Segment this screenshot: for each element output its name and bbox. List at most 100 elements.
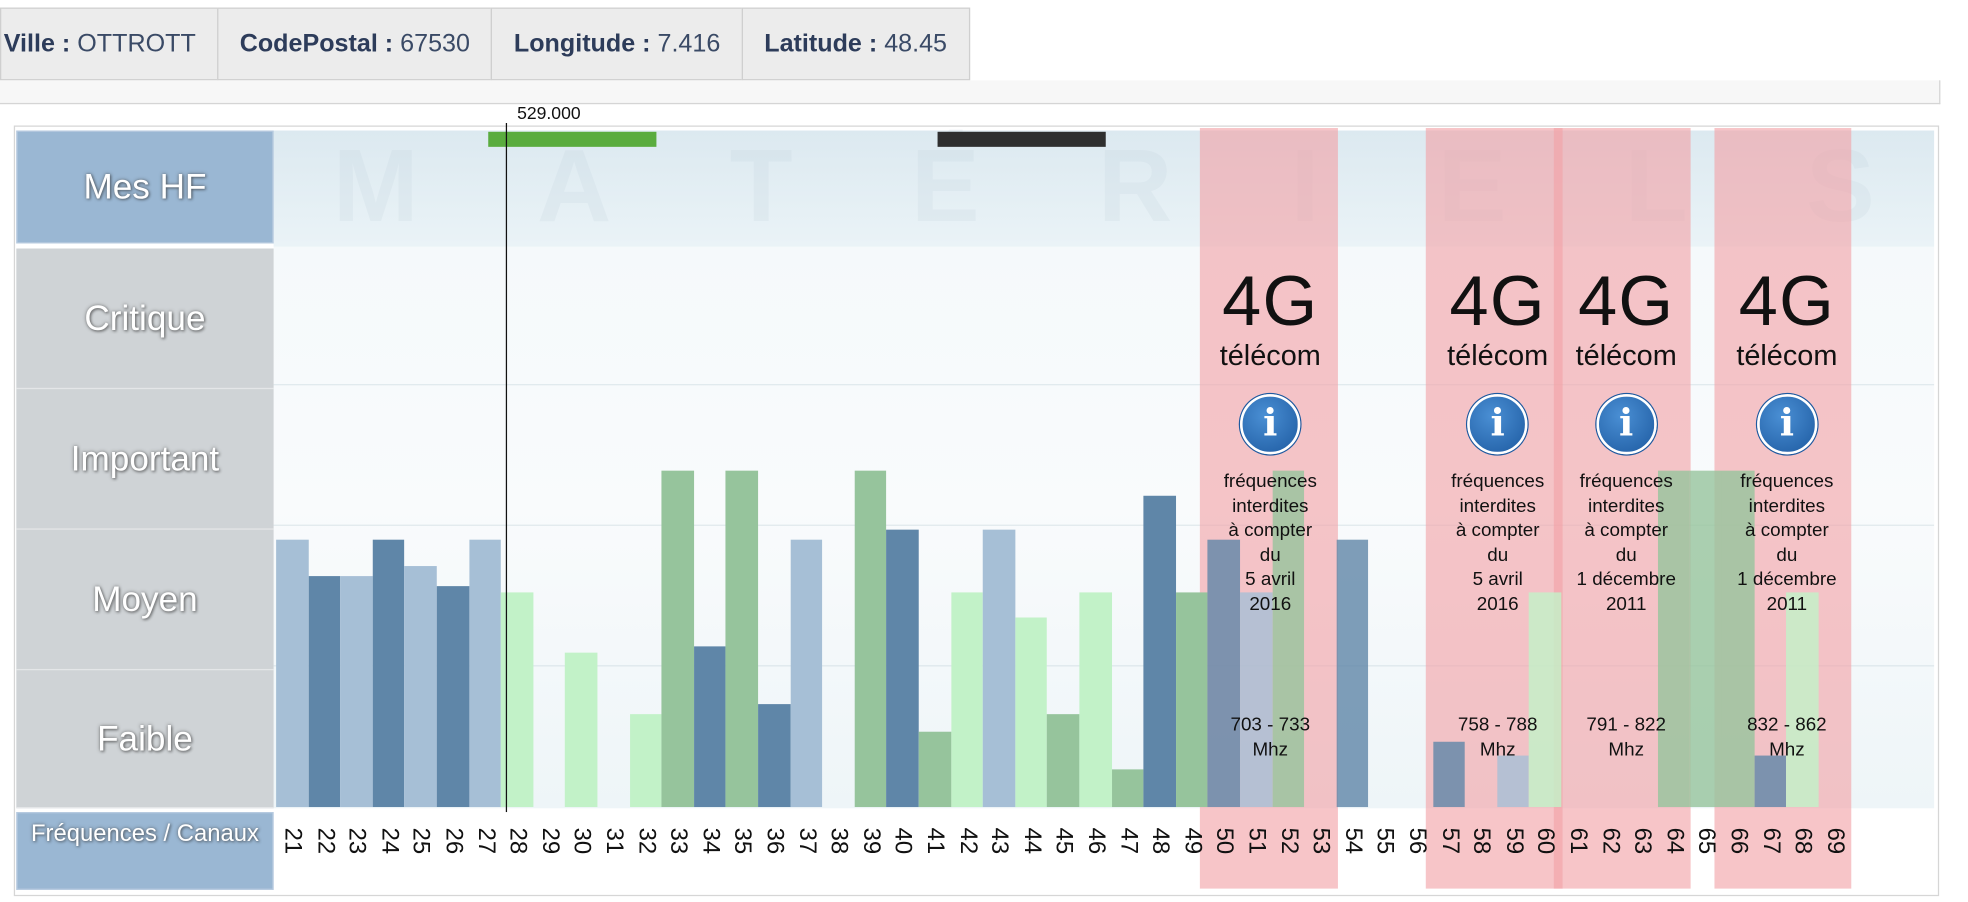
channel-label-52: 52	[1272, 813, 1303, 868]
channel-label-31: 31	[597, 813, 628, 868]
channel-label-text: 32	[632, 827, 660, 855]
bar-channel-35	[725, 471, 759, 808]
channel-label-43: 43	[983, 813, 1014, 868]
info-latitude: Latitude : 48.45	[741, 7, 970, 81]
bar-channel-32	[629, 714, 662, 808]
bar-channel-50	[1207, 539, 1241, 808]
channel-label-text: 55	[1371, 827, 1399, 855]
channel-label-text: 52	[1275, 827, 1302, 855]
info-codepostal-value: 67530	[400, 29, 470, 58]
channel-label-text: 61	[1564, 827, 1591, 855]
channel-label-45: 45	[1047, 813, 1078, 868]
channel-label-text: 47	[1114, 827, 1141, 855]
info-latitude-key: Latitude :	[764, 29, 878, 58]
channel-label-50: 50	[1208, 813, 1239, 868]
channel-label-text: 23	[343, 827, 370, 855]
bar-channel-48	[1143, 496, 1176, 808]
channel-label-41: 41	[919, 813, 950, 868]
zone-notice-line: 2011	[1766, 593, 1808, 615]
bar-channel-66	[1721, 471, 1755, 808]
zone-4g-title: 4G	[1738, 261, 1835, 341]
bar-channel-43	[982, 530, 1016, 808]
channel-label-30: 30	[565, 813, 596, 868]
channel-label-68: 68	[1786, 813, 1817, 868]
zone-frequency-line: 791 - 822	[1586, 714, 1666, 736]
info-icon[interactable]: i	[1467, 394, 1528, 455]
bar-channel-22	[308, 576, 341, 808]
channel-label-66: 66	[1722, 813, 1753, 868]
channel-label-text: 44	[1018, 827, 1045, 855]
info-icon[interactable]: i	[1240, 394, 1301, 455]
zone-notice-line: interdites	[1588, 495, 1665, 517]
zone-notice-line: du	[1615, 544, 1637, 566]
channel-label-27: 27	[469, 813, 500, 868]
info-longitude-value: 7.416	[657, 29, 721, 58]
zone-frequency-2: 758 - 788 Mhz	[1438, 713, 1557, 762]
channel-label-text: 25	[407, 827, 435, 855]
row-label-faible: Faible	[16, 670, 274, 809]
channel-label-text: 22	[311, 827, 338, 855]
channel-label-38: 38	[822, 813, 853, 868]
channel-label-60: 60	[1529, 813, 1560, 868]
channel-label-text: 53	[1307, 827, 1334, 855]
zone-info-1: 4G télécom i fréquences interdites à compter d…	[1211, 263, 1330, 617]
bar-channel-37	[790, 539, 823, 808]
row-label-moyen: Moyen	[16, 529, 274, 671]
top-band	[0, 80, 1941, 105]
channel-label-54: 54	[1336, 813, 1367, 868]
bar-channel-59	[1497, 755, 1530, 808]
channel-label-text: 65	[1692, 827, 1720, 855]
channel-label-57: 57	[1433, 813, 1464, 868]
zone-notice-line: interdites	[1748, 495, 1826, 517]
row-label-frequences: Fréquences / Canaux	[16, 812, 274, 890]
channel-label-56: 56	[1401, 813, 1432, 868]
bar-channel-42	[950, 591, 983, 808]
zone-notice-line: à compter	[1584, 519, 1669, 541]
zone-info-4: 4G télécom i fréquences interdites à compter d…	[1727, 261, 1846, 617]
channel-label-25: 25	[405, 813, 436, 868]
bar-channel-40	[886, 530, 919, 808]
zone-notice-line: 2011	[1605, 593, 1647, 615]
zone-notice-line: du	[1487, 544, 1509, 566]
zone-notice-line: 5 avril	[1472, 568, 1523, 590]
zone-frequency-line: Mhz	[1608, 738, 1645, 760]
channel-label-text: 63	[1628, 827, 1656, 855]
zone-notice-line: fréquences	[1223, 470, 1317, 492]
channel-label-58: 58	[1465, 813, 1496, 868]
zone-notice-line: interdites	[1459, 495, 1536, 517]
channel-label-text: 33	[664, 827, 692, 855]
channel-label-59: 59	[1497, 813, 1528, 868]
channel-label-42: 42	[951, 813, 982, 868]
zone-frequency-line: 703 - 733	[1230, 714, 1311, 736]
zone-notice-line: fréquences	[1740, 470, 1834, 492]
zone-frequency-4: 832 - 862 Mhz	[1727, 713, 1846, 762]
channel-label-text: 56	[1403, 827, 1431, 855]
channel-label-text: 36	[761, 827, 788, 855]
info-longitude: Longitude : 7.416	[491, 7, 743, 81]
info-icon[interactable]: i	[1756, 394, 1817, 455]
info-codepostal-key: CodePostal :	[239, 29, 394, 58]
channel-label-text: 67	[1757, 827, 1784, 855]
bar-channel-45	[1047, 714, 1080, 808]
channel-label-29: 29	[533, 813, 564, 868]
channel-label-33: 33	[662, 813, 693, 868]
info-ville-value: OTTROTT	[77, 29, 196, 58]
channel-label-text: 57	[1435, 827, 1463, 855]
info-icon[interactable]: i	[1596, 394, 1657, 455]
frequency-cursor	[506, 122, 508, 813]
bar-channel-41	[918, 731, 951, 808]
channel-label-text: 40	[889, 827, 917, 855]
zone-subtitle: télécom	[1447, 338, 1549, 372]
zone-info-3: 4G télécom i fréquences interdites à compter d…	[1567, 263, 1686, 617]
channel-label-text: 66	[1725, 827, 1752, 855]
bar-channel-51	[1240, 591, 1273, 808]
zone-notice-line: 1 décembre	[1576, 568, 1676, 590]
channel-label-text: 39	[857, 827, 884, 855]
bar-channel-60	[1529, 591, 1562, 808]
channel-label-21: 21	[276, 813, 307, 868]
channel-label-text: 26	[439, 827, 467, 855]
bar-channel-49	[1175, 591, 1208, 808]
zone-notice-line: à compter	[1228, 519, 1313, 541]
zone-notice-line: 5 avril	[1245, 568, 1296, 590]
